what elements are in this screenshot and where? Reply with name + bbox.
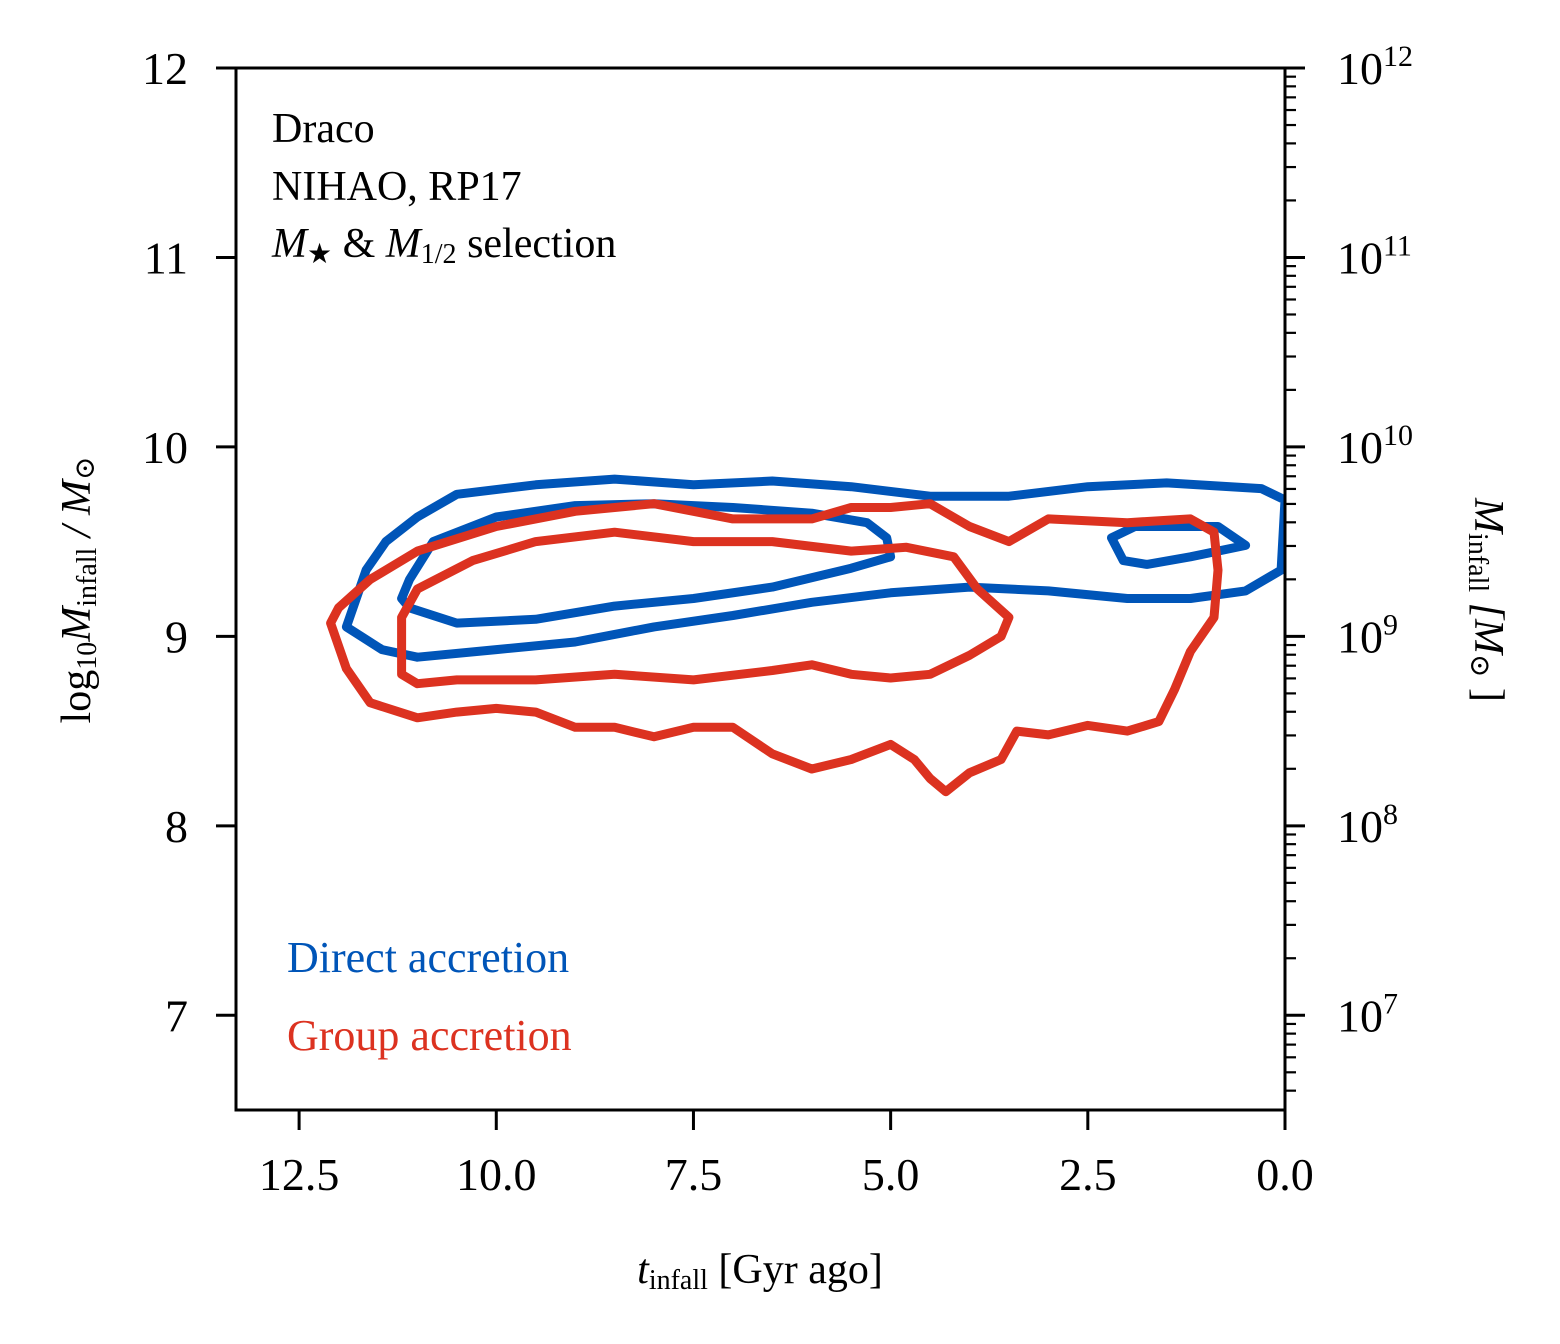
y-tick-label: 8 [165,801,188,852]
contour-layer [326,474,1285,797]
right-tick-label: 108 [1337,798,1398,852]
y-tick-label: 12 [142,43,188,94]
group-accretion-contour-1 [326,499,1223,797]
right-tick-label: 1010 [1337,419,1413,473]
annotation-galaxy: Draco [272,106,375,152]
direct-accretion-contour-1 [341,474,1285,662]
x-tick-label: 12.5 [259,1149,340,1200]
y-tick-label: 9 [165,611,188,662]
x-axis-ticks: 12.5 10.0 7.5 5.0 2.5 0.0 [259,1110,1314,1200]
legend-direct-accretion: Direct accretion [287,933,569,982]
legend-group-accretion: Group accretion [287,1011,572,1060]
x-tick-label: 5.0 [862,1149,920,1200]
right-axis-ticks: 107 108 109 1010 1011 1012 [1285,40,1413,1092]
right-tick-label: 109 [1337,608,1398,662]
right-tick-label: 1012 [1337,40,1413,94]
annotation-selection: M★ & M1/2 selection [271,221,616,270]
right-y-axis-label: Minfall [M⊙ ] [1462,497,1511,702]
direct-accretion-contour-3 [1107,522,1251,569]
annotation-simulation: NIHAO, RP17 [272,164,522,210]
axes-frame [234,66,1287,1112]
group-accretion-contour-2 [397,527,1014,689]
y-tick-label: 10 [142,422,188,473]
y-tick-label: 7 [165,990,188,1041]
right-tick-label: 1011 [1337,229,1412,283]
x-axis-label: tinfall [Gyr ago] [637,1247,883,1296]
x-tick-label: 7.5 [665,1149,723,1200]
right-tick-label: 107 [1337,987,1398,1041]
x-tick-label: 0.0 [1256,1149,1314,1200]
x-tick-label: 2.5 [1059,1149,1117,1200]
y-tick-label: 11 [144,232,188,283]
y-axis-ticks: 7 8 9 10 11 12 [142,43,236,1041]
y-axis-label: log10Minfall / M⊙ [54,457,103,724]
x-tick-label: 10.0 [456,1149,537,1200]
